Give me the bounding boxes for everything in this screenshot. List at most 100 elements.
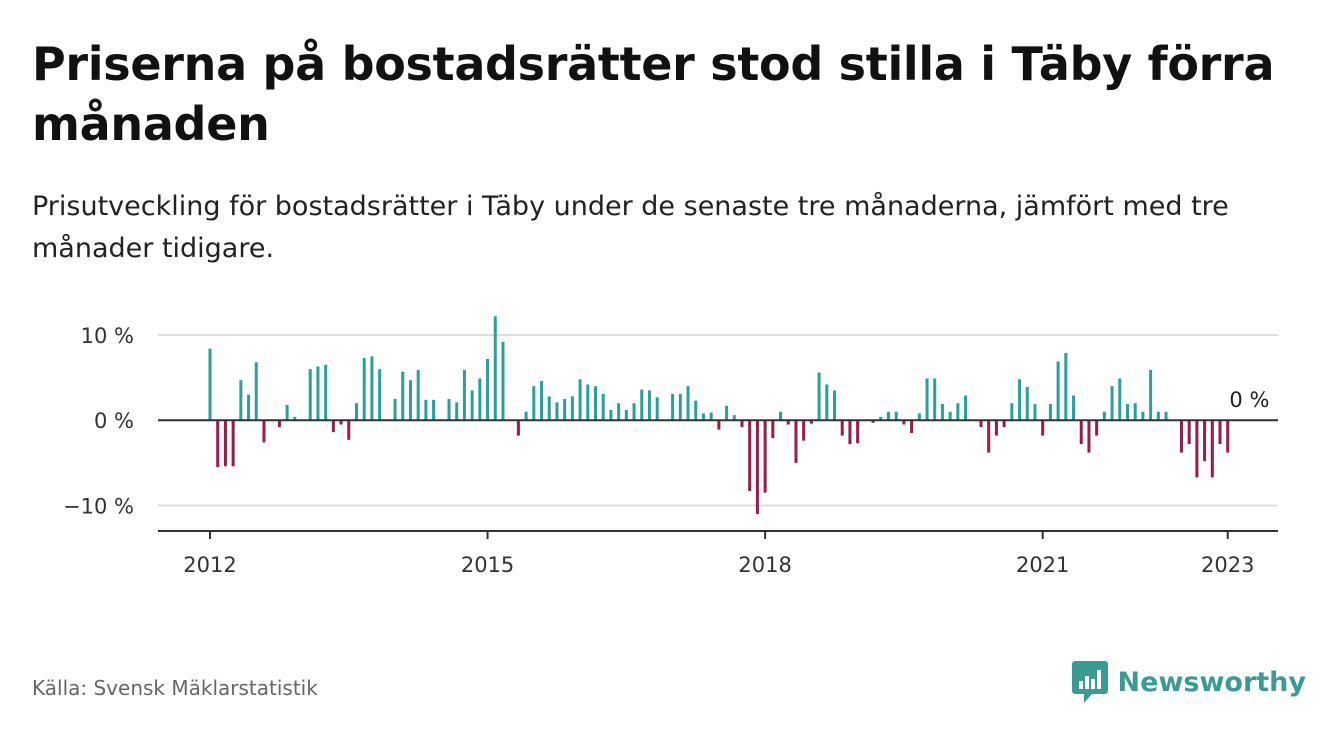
bar [501,341,505,421]
bar [262,420,266,443]
bar [570,396,574,421]
bar [254,362,258,421]
bar [1010,403,1014,421]
bar [894,411,898,421]
bar [987,420,991,453]
bar [848,420,852,445]
bar [802,420,806,441]
bar [763,420,767,493]
chart-subtitle: Prisutveckling för bostadsrätter i Täby … [32,191,1229,264]
bar [378,369,382,421]
bar [216,420,220,468]
bar [601,393,605,421]
bar [1179,420,1183,453]
bar [293,416,297,421]
bar [725,405,729,421]
bar [994,420,998,436]
bar [925,378,929,421]
bar [354,403,358,421]
bar [902,420,906,425]
bar [732,415,736,421]
bar [1041,420,1045,436]
bar [1095,420,1099,436]
bar [370,356,374,421]
bar [979,420,983,428]
bar [1118,378,1122,421]
bar [1187,420,1191,445]
bar [933,378,937,421]
bar [940,404,944,421]
brand[interactable]: Newsworthy [1071,660,1306,704]
x-tick-label: 2023 [1201,553,1254,577]
bar [347,420,351,440]
chart-title: Priserna på bostadsrätter stod stilla i … [32,37,1275,151]
bar [748,420,752,491]
bar [1156,411,1160,421]
x-axis-ticks: 2012 2015 2018 2021 2023 [183,531,1254,577]
x-tick-label: 2018 [738,553,791,577]
bar [948,411,952,421]
bar-chart: 10 % 0 % −10 % 2012 2015 2018 2021 2023 0 % [63,316,1278,577]
bar [247,394,251,421]
bar [879,416,883,421]
x-tick-label: 2012 [183,553,236,577]
bar [1056,361,1060,421]
y-tick-label: 0 % [94,409,134,433]
bar [624,410,628,421]
bar [586,384,590,421]
bar [524,411,528,421]
newsworthy-logo-icon [1071,661,1108,703]
y-tick-label: 10 % [81,324,134,348]
bar [362,358,366,421]
bar [594,386,597,421]
bar [462,369,466,421]
bar [1025,387,1029,421]
bar [1033,404,1037,421]
bar [856,420,860,444]
bar [1048,404,1052,421]
bar [640,389,644,421]
bar [563,398,567,421]
bar [324,364,328,421]
bar [547,396,551,421]
bar [910,420,914,434]
bar [825,384,829,421]
bar [1210,420,1214,478]
bar [1133,403,1137,421]
bar [833,390,837,421]
bar [1195,420,1199,478]
bar [308,369,312,421]
bar [647,390,651,421]
bar [1102,411,1106,421]
bar [555,402,559,421]
bar [755,420,759,514]
bar [917,413,921,421]
bar [1018,379,1022,421]
gridlines [158,334,1278,507]
bar [1125,404,1129,421]
bar [1218,420,1222,445]
bar [678,393,682,421]
bar [447,398,451,421]
bar [809,420,813,424]
bar [1164,411,1168,421]
bar [956,403,960,421]
bar [964,395,968,421]
bar [655,397,659,421]
bar [416,369,420,421]
bar [339,420,343,425]
bar [740,420,744,428]
bar [771,420,775,439]
bar [709,412,713,421]
bar [316,366,320,421]
bar [609,410,613,421]
bar [701,413,705,421]
bar [486,358,490,421]
x-tick-label: 2015 [461,553,514,577]
bar [1141,411,1145,421]
bar [1072,395,1076,421]
bar [786,420,790,425]
bar [239,380,243,421]
bar [578,379,582,421]
bar [840,420,844,436]
